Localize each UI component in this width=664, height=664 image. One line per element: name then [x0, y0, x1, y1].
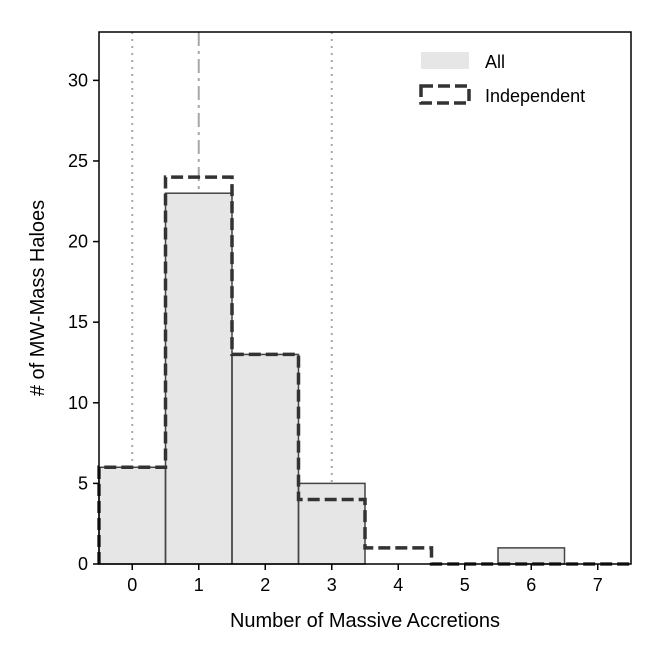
x-tick-label-1: 1 — [194, 575, 204, 595]
y-tick-label-5: 5 — [78, 473, 88, 493]
bar-all-1 — [165, 193, 232, 564]
x-tick-label-2: 2 — [260, 575, 270, 595]
legend-swatch-all — [421, 52, 469, 69]
x-tick-label-0: 0 — [127, 575, 137, 595]
legend-swatch-independent — [419, 84, 471, 105]
x-tick-label-3: 3 — [327, 575, 337, 595]
plot-frame — [98, 31, 632, 565]
bar-all-3 — [298, 483, 365, 564]
y-tick-label-30: 30 — [68, 70, 88, 90]
bar-all-2 — [232, 354, 299, 564]
y-tick-label-15: 15 — [68, 312, 88, 332]
x-axis-ticks: 0 1 2 3 4 5 6 7 — [127, 564, 603, 595]
x-tick-label-5: 5 — [460, 575, 470, 595]
y-tick-label-10: 10 — [68, 393, 88, 413]
legend-label-independent: Independent — [485, 86, 585, 106]
legend-label-all: All — [485, 52, 505, 72]
y-axis-ticks: 0 5 10 15 20 25 30 — [68, 70, 99, 574]
x-tick-label-7: 7 — [593, 575, 603, 595]
bar-all-6 — [498, 547, 565, 564]
y-tick-label-25: 25 — [68, 151, 88, 171]
y-axis-label: # of MW-Mass Haloes — [27, 200, 49, 396]
y-tick-label-0: 0 — [78, 554, 88, 574]
x-tick-label-4: 4 — [393, 575, 403, 595]
y-tick-label-20: 20 — [68, 232, 88, 252]
legend: All Independent — [419, 52, 585, 106]
bar-all-0 — [99, 467, 166, 564]
series-all-bars — [99, 193, 565, 564]
x-tick-label-6: 6 — [526, 575, 536, 595]
x-axis-label: Number of Massive Accretions — [230, 610, 500, 632]
